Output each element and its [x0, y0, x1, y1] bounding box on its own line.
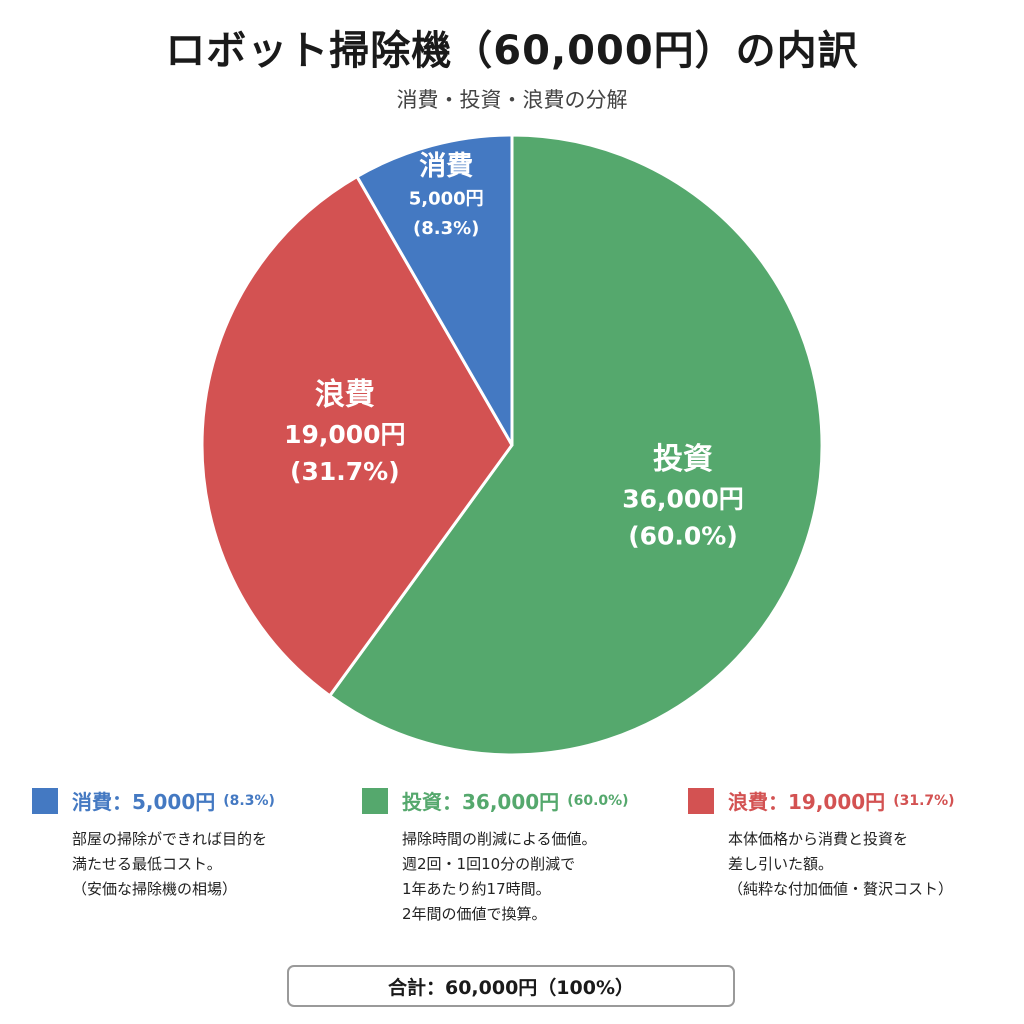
slice-label-percent: (60.0%) [628, 521, 738, 550]
legend-percent-consumption: (8.3%) [223, 792, 275, 809]
description-line: 本体価格から消費と投資を [728, 830, 909, 848]
description-line: 週2回・1回10分の削減で [402, 855, 576, 873]
slice-label-name: 浪費 [315, 378, 375, 413]
legend-item-waste: 浪費：19,000円 (31.7%) 本体価格から消費と投資を 差し引いた額。 … [688, 786, 1008, 927]
legend-percent-investment: (60.0%) [567, 792, 629, 809]
slice-label-value: 19,000円 [284, 420, 405, 449]
legend-label-waste: 浪費：19,000円 [728, 790, 886, 814]
legend-label-consumption: 消費：5,000円 [72, 790, 216, 814]
legend-description-consumption: 部屋の掃除ができれば目的を 満たせる最低コスト。 （安価な掃除機の相場） [72, 827, 352, 927]
legend-item-consumption: 消費：5,000円 (8.3%) 部屋の掃除ができれば目的を 満たせる最低コスト… [32, 786, 352, 927]
slice-label-name: 消費 [419, 151, 473, 182]
description-line: 差し引いた額。 [728, 855, 834, 873]
slice-label-value: 5,000円 [409, 188, 484, 209]
total-label: 合計：60,000円（100%） [387, 976, 635, 999]
slice-label-value: 36,000円 [622, 485, 743, 514]
chart-subtitle: 消費・投資・浪費の分解 [396, 88, 628, 112]
legend-swatch-waste [688, 787, 714, 814]
description-line [728, 902, 1008, 927]
description-line: 2年間の価値で換算。 [402, 905, 547, 923]
description-line: （純粋な付加価値・贅沢コスト） [728, 880, 954, 898]
legend-swatch-consumption [32, 787, 58, 814]
legend-label-investment: 投資：36,000円 [402, 790, 560, 814]
legend: 消費：5,000円 (8.3%) 部屋の掃除ができれば目的を 満たせる最低コスト… [32, 786, 1004, 946]
legend-percent-waste: (31.7%) [893, 792, 955, 809]
slice-label-percent: (8.3%) [413, 218, 479, 239]
slice-label-name: 投資 [653, 442, 713, 477]
chart-title: ロボット掃除機（60,000円）の内訳 [165, 28, 859, 74]
pie-slice-consumption [355, 133, 514, 447]
legend-item-investment: 投資：36,000円 (60.0%) 掃除時間の削減による価値。 週2回・1回1… [362, 786, 682, 927]
pie-chart: 投資 36,000円 (60.0%) 浪費 19,000円 (31.7%) 消費 5,000円… [200, 133, 824, 757]
legend-description-waste: 本体価格から消費と投資を 差し引いた額。 （純粋な付加価値・贅沢コスト） [728, 827, 1008, 927]
description-line: 満たせる最低コスト。 [72, 855, 222, 873]
description-line [72, 902, 352, 927]
pie-slice-waste [200, 175, 514, 698]
description-line: 1年あたり約17時間。 [402, 880, 551, 898]
description-line: 部屋の掃除ができれば目的を [72, 830, 268, 848]
pie-slice-investment [328, 133, 824, 757]
description-line: （安価な掃除機の相場） [72, 880, 238, 898]
legend-swatch-investment [362, 787, 388, 814]
slice-label-percent: (31.7%) [290, 457, 400, 486]
legend-description-investment: 掃除時間の削減による価値。 週2回・1回10分の削減で 1年あたり約17時間。 … [402, 827, 682, 927]
description-line: 掃除時間の削減による価値。 [402, 830, 597, 848]
total-box: 合計：60,000円（100%） [287, 965, 735, 1007]
